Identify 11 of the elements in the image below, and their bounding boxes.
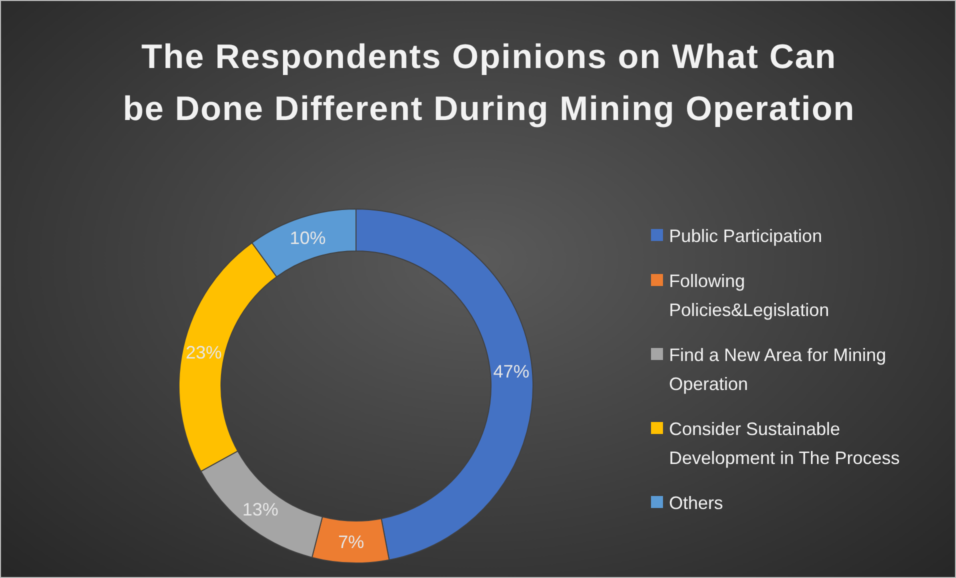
data-label: 7% [338, 532, 364, 552]
data-label: 23% [186, 342, 222, 362]
legend-label: Following Policies&Legislation [669, 271, 830, 320]
chart-title: The Respondents Opinions on What Can be Done Different During Mining Operation [122, 38, 856, 128]
data-label: 47% [493, 362, 530, 382]
data-label: 10% [290, 228, 326, 248]
legend-label: Find a New Area for Mining Operation [669, 345, 886, 394]
legend-label: Others [669, 493, 724, 513]
legend-label: Public Participation [669, 226, 822, 246]
data-label: 13% [242, 500, 278, 520]
legend-label: Consider Sustainable Development in The Process [669, 419, 900, 468]
